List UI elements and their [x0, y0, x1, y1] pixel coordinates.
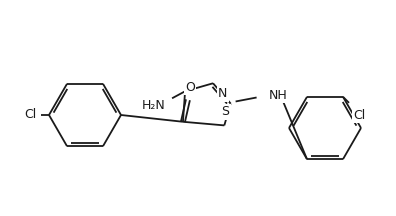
Text: N: N	[218, 87, 227, 100]
Text: S: S	[221, 105, 229, 118]
Text: Cl: Cl	[25, 108, 37, 121]
Text: H₂N: H₂N	[141, 99, 165, 112]
Text: NH: NH	[268, 89, 287, 102]
Text: Cl: Cl	[353, 109, 365, 122]
Text: O: O	[185, 81, 195, 94]
